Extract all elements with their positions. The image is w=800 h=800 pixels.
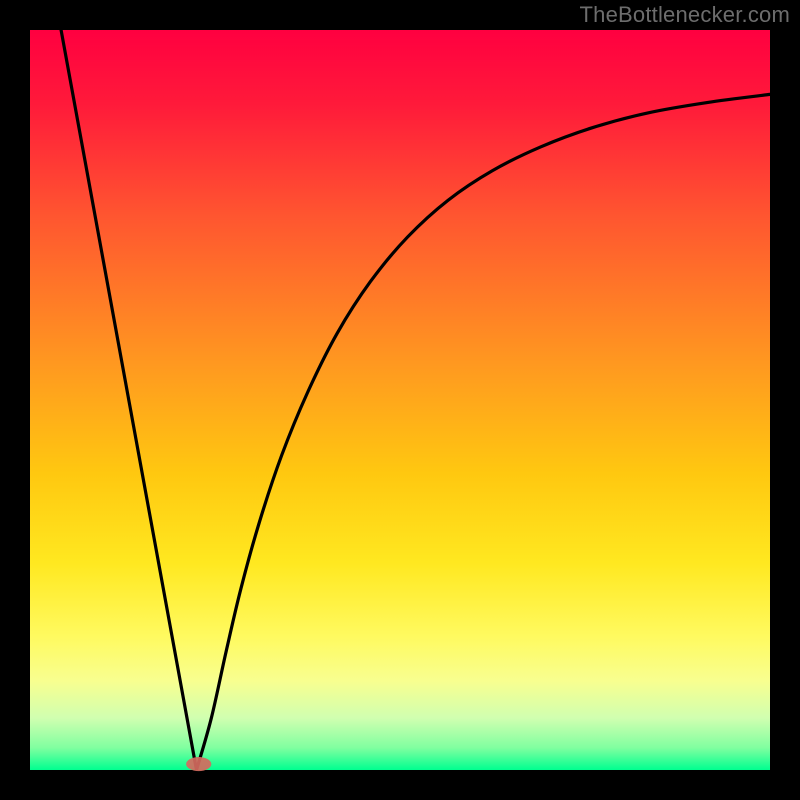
- optimal-point-marker: [186, 757, 211, 771]
- watermark-text: TheBottlenecker.com: [580, 2, 790, 28]
- gradient-background: [30, 30, 770, 770]
- chart-container: TheBottlenecker.com: [0, 0, 800, 800]
- bottleneck-chart: [0, 0, 800, 800]
